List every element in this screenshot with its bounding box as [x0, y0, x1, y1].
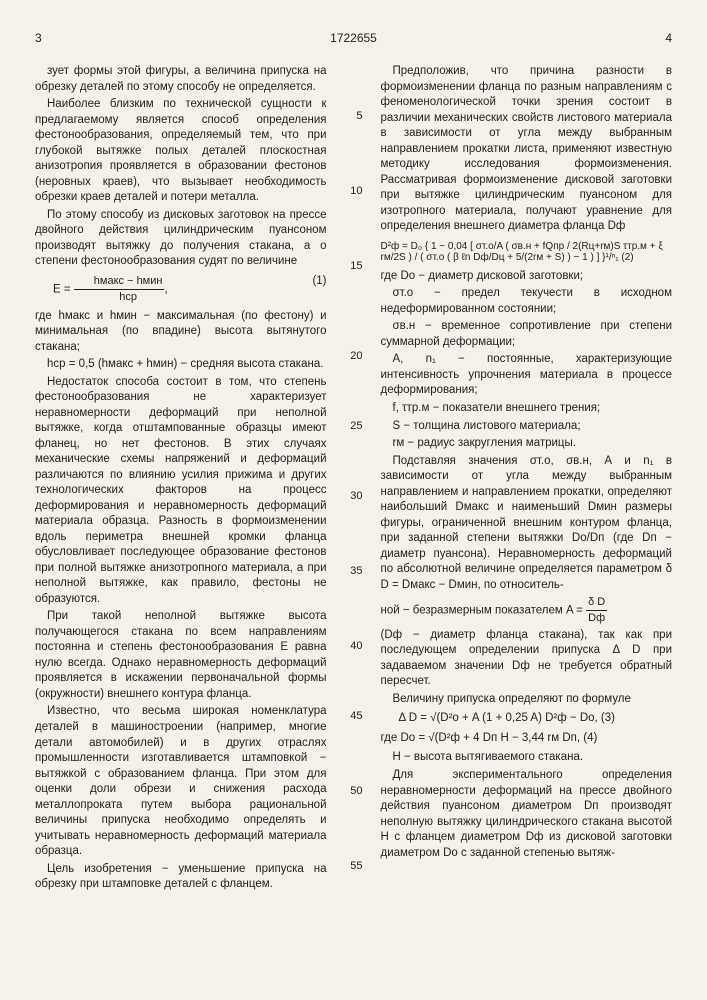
paragraph: Наиболее близким по технической сущности… [35, 97, 327, 206]
where-clause: hср = 0,5 (hмакс + hмин) − средняя высот… [35, 357, 327, 373]
equation-4: где Dо = √(D²ф + 4 Dп H − 3,44 rм Dп, (4… [381, 731, 673, 747]
where-clause: f, τтр.м − показатели внешнего трения; [381, 401, 673, 417]
where-clause: где Dо − диаметр дисковой заготовки; [381, 269, 673, 285]
where-clause: σв.н − временное сопротивление при степе… [381, 319, 673, 350]
paragraph: ной − безразмерным показателем A = δ D D… [381, 595, 673, 626]
two-column-body: зует формы этой фигуры, а величина припу… [35, 64, 672, 894]
where-clause: А, n₁ − постоянные, характеризующие инте… [381, 352, 673, 399]
page-header: 3 1722655 4 [35, 30, 672, 46]
where-clause: S − толщина листового материала; [381, 419, 673, 435]
col-num-right: 4 [665, 30, 672, 46]
paragraph: Предположив, что причина разности в форм… [381, 64, 673, 235]
paragraph: При такой неполной вытяжке высота получа… [35, 609, 327, 702]
paragraph: Для экспериментального определения нерав… [381, 768, 673, 861]
paragraph: Цель изобретения − уменьшение припуска н… [35, 862, 327, 893]
paragraph: Подставляя значения σт.о, σв.н, А и n₁ в… [381, 454, 673, 594]
where-clause: σт.о − предел текучести в исходном недеф… [381, 286, 673, 317]
patent-number: 1722655 [42, 30, 666, 46]
left-column: зует формы этой фигуры, а величина припу… [35, 64, 327, 894]
paragraph: Величину припуска определяют по формуле [381, 692, 673, 708]
line-number-gutter: 5 10 15 20 25 30 35 40 45 50 55 [345, 64, 363, 894]
paragraph: (Dф − диаметр фланца стакана), так как п… [381, 628, 673, 690]
where-clause: H − высота вытягиваемого стакана. [381, 750, 673, 766]
paragraph: зует формы этой фигуры, а величина припу… [35, 64, 327, 95]
paragraph: По этому способу из дисковых заготовок н… [35, 208, 327, 270]
equation-1: E = hмакс − hмин hср , (1) [35, 274, 327, 305]
paragraph: Известно, что весьма широкая номенклатур… [35, 704, 327, 859]
equation-3: Δ D = √(D²о + A (1 + 0,25 A) D²ф − Dо, (… [381, 711, 673, 727]
where-clause: где hмакс и hмин − максимальная (по фест… [35, 309, 327, 356]
paragraph: Недостаток способа состоит в том, что ст… [35, 375, 327, 608]
equation-2: D²ф = D₀ { 1 − 0,04 [ σт.о/A ( σв.н + fQ… [381, 241, 673, 263]
where-clause: rм − радиус закругления матрицы. [381, 436, 673, 452]
right-column: Предположив, что причина разности в форм… [381, 64, 673, 894]
col-num-left: 3 [35, 30, 42, 46]
